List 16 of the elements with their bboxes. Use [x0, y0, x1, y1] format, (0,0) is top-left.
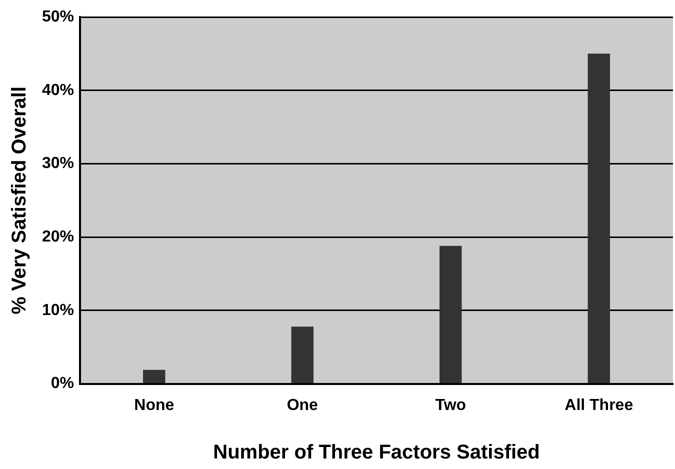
bar: [291, 326, 314, 384]
bar: [588, 54, 610, 384]
x-tick-label: Two: [435, 396, 466, 414]
bar: [143, 370, 166, 384]
y-tick-label: 40%: [42, 82, 74, 99]
x-axis-title: Number of Three Factors Satisfied: [213, 442, 540, 464]
y-tick-label: 30%: [42, 155, 74, 172]
x-tick-label: None: [134, 396, 174, 414]
y-tick-label: 50%: [42, 8, 74, 26]
bar: [440, 246, 462, 384]
y-tick-label: 20%: [42, 228, 74, 246]
x-tick-label: All Three: [564, 396, 634, 414]
y-tick-label: 10%: [42, 302, 74, 319]
y-tick-label: 0%: [50, 375, 74, 392]
y-axis-title: % Very Satisfied Overall: [8, 86, 31, 314]
x-tick-label: One: [286, 396, 318, 414]
